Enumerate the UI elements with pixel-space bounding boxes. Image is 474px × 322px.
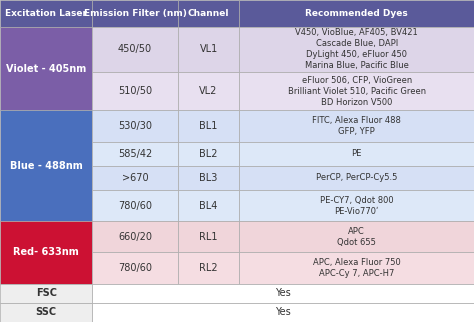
Bar — [0, 303, 92, 322]
Text: Violet - 405nm: Violet - 405nm — [6, 63, 86, 73]
Bar — [92, 284, 474, 303]
Bar — [239, 142, 474, 166]
Text: APC
Qdot 655: APC Qdot 655 — [337, 227, 376, 247]
Text: RL2: RL2 — [199, 263, 218, 273]
Bar — [239, 190, 474, 221]
Bar — [92, 303, 474, 322]
Text: PE-CY7, Qdot 800
PE-Vio770ʹ: PE-CY7, Qdot 800 PE-Vio770ʹ — [320, 195, 393, 216]
Text: APC, Alexa Fluor 750
APC-Cy 7, APC-H7: APC, Alexa Fluor 750 APC-Cy 7, APC-H7 — [313, 258, 401, 278]
Text: SSC: SSC — [36, 308, 57, 317]
Bar — [178, 72, 239, 110]
Bar — [92, 72, 178, 110]
Bar — [239, 166, 474, 190]
Text: RL1: RL1 — [199, 232, 218, 242]
Text: FSC: FSC — [36, 288, 57, 298]
Bar — [0, 110, 92, 221]
Text: VL1: VL1 — [200, 44, 218, 54]
Text: Emission Filter (nm): Emission Filter (nm) — [83, 9, 187, 18]
Text: BL4: BL4 — [200, 201, 218, 211]
Text: BL3: BL3 — [200, 173, 218, 183]
Bar — [92, 190, 178, 221]
Text: Yes: Yes — [275, 308, 291, 317]
Bar — [239, 0, 474, 27]
Text: eFluor 506, CFP, VioGreen
Brilliant Violet 510, Pacific Green
BD Horizon V500: eFluor 506, CFP, VioGreen Brilliant Viol… — [288, 76, 426, 107]
Text: Red- 633nm: Red- 633nm — [13, 247, 79, 257]
Text: Yes: Yes — [275, 288, 291, 298]
Bar — [178, 221, 239, 252]
Text: >670: >670 — [122, 173, 148, 183]
Text: 510/50: 510/50 — [118, 86, 152, 96]
Text: 585/42: 585/42 — [118, 149, 152, 159]
Bar — [239, 72, 474, 110]
Text: Recommended Dyes: Recommended Dyes — [305, 9, 408, 18]
Bar — [0, 27, 92, 110]
Bar — [0, 284, 92, 303]
Text: 780/60: 780/60 — [118, 201, 152, 211]
Text: Excitation Laser: Excitation Laser — [5, 9, 87, 18]
Text: V450, VioBlue, AF405, BV421
Cascade Blue, DAPI
DyLight 450, eFluor 450
Marina Bl: V450, VioBlue, AF405, BV421 Cascade Blue… — [295, 28, 418, 71]
Bar — [178, 142, 239, 166]
Bar — [92, 110, 178, 142]
Text: 780/60: 780/60 — [118, 263, 152, 273]
Bar — [92, 252, 178, 284]
Bar — [92, 27, 178, 72]
Text: PerCP, PerCP-Cy5.5: PerCP, PerCP-Cy5.5 — [316, 173, 397, 182]
Text: BL1: BL1 — [200, 121, 218, 131]
Bar — [178, 252, 239, 284]
Bar — [239, 221, 474, 252]
Text: Channel: Channel — [188, 9, 229, 18]
Bar — [92, 0, 178, 27]
Text: 660/20: 660/20 — [118, 232, 152, 242]
Bar — [0, 221, 92, 284]
Bar — [239, 110, 474, 142]
Bar — [178, 110, 239, 142]
Text: 450/50: 450/50 — [118, 44, 152, 54]
Bar — [92, 166, 178, 190]
Text: Blue - 488nm: Blue - 488nm — [10, 161, 82, 171]
Bar — [178, 190, 239, 221]
Bar — [0, 0, 92, 27]
Bar — [92, 142, 178, 166]
Bar — [178, 166, 239, 190]
Bar — [178, 0, 239, 27]
Text: BL2: BL2 — [199, 149, 218, 159]
Bar — [92, 221, 178, 252]
Bar — [239, 27, 474, 72]
Text: 530/30: 530/30 — [118, 121, 152, 131]
Bar — [239, 252, 474, 284]
Text: PE: PE — [352, 149, 362, 158]
Bar — [178, 27, 239, 72]
Text: VL2: VL2 — [200, 86, 218, 96]
Text: FITC, Alexa Fluor 488
GFP, YFP: FITC, Alexa Fluor 488 GFP, YFP — [312, 116, 401, 136]
